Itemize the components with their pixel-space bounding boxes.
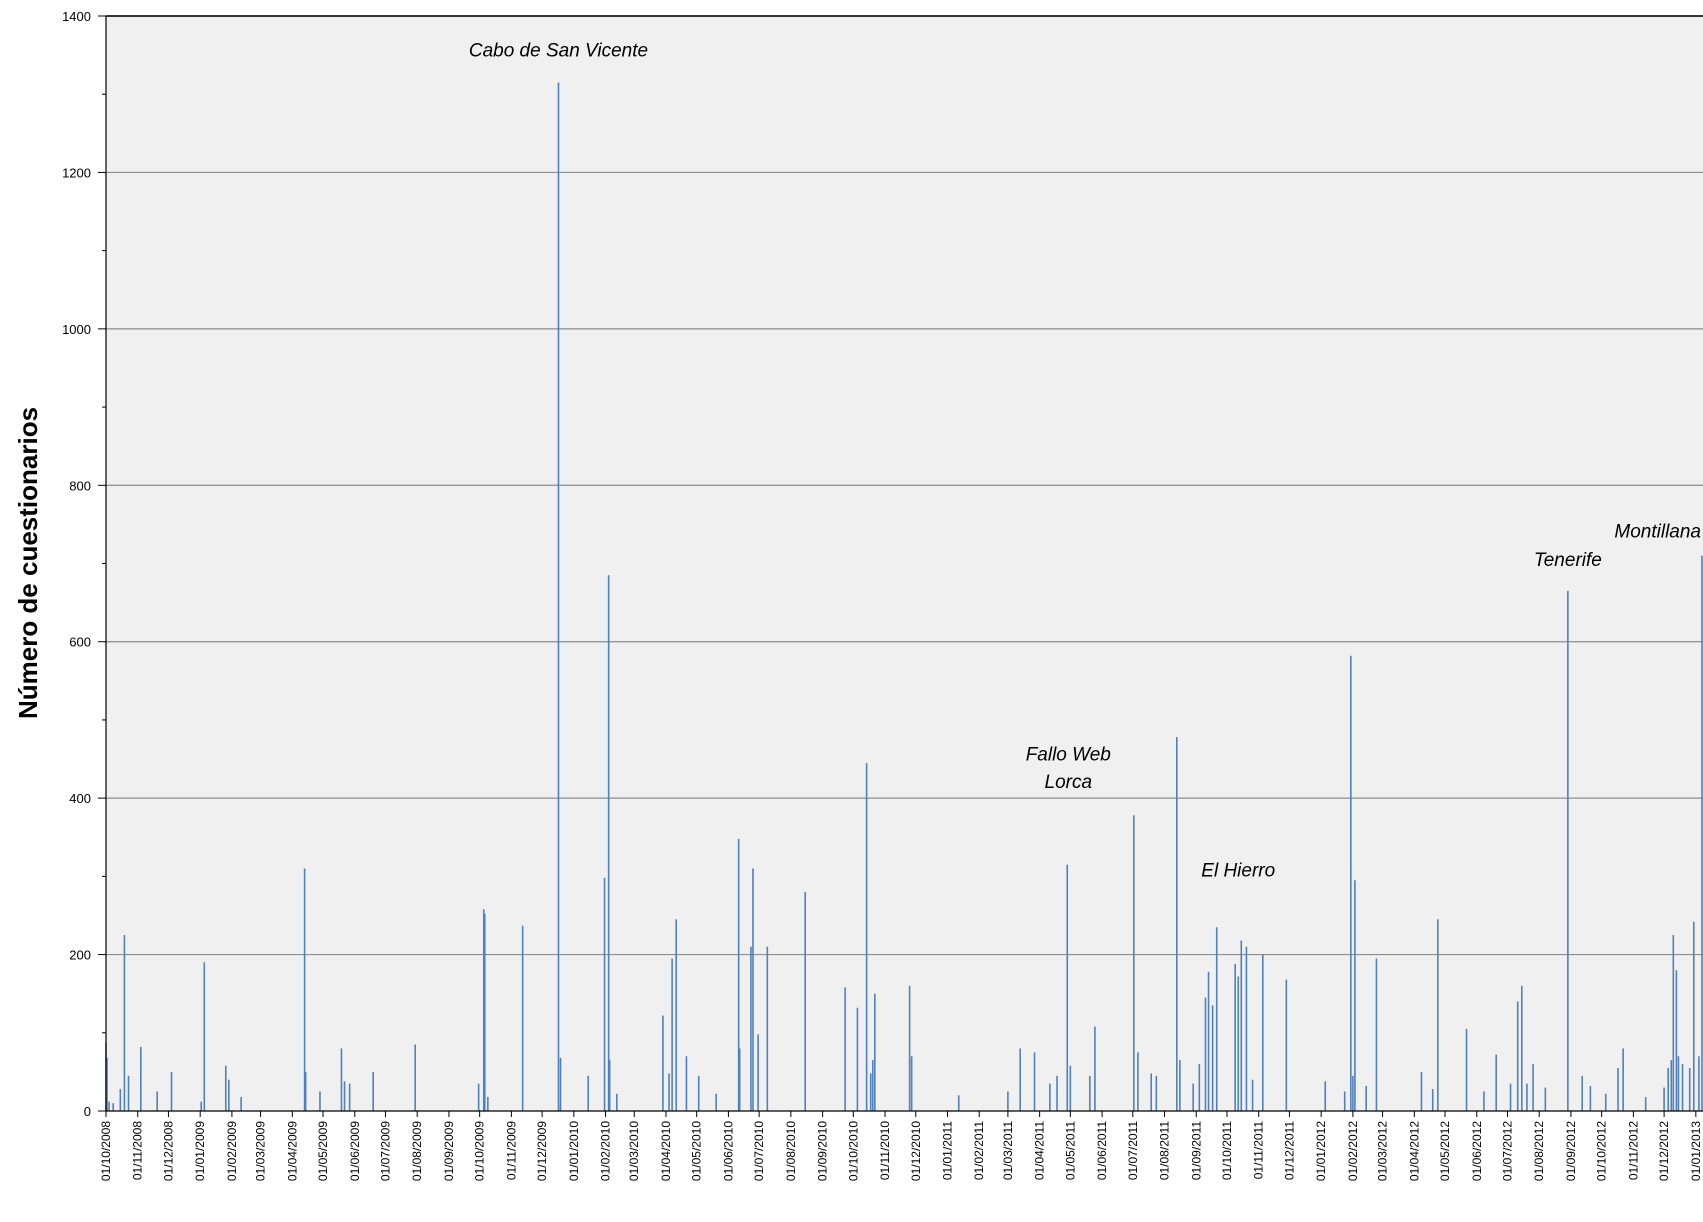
x-tick-label: 01/11/2008 bbox=[131, 1121, 145, 1180]
x-tick-label: 01/03/2012 bbox=[1376, 1121, 1390, 1181]
y-axis-ticks: 0 200 400 600 800 1000 1200 1400 bbox=[62, 9, 106, 1119]
x-tick-label: 01/02/2011 bbox=[972, 1121, 986, 1180]
x-tick-label: 01/01/2009 bbox=[193, 1121, 207, 1181]
x-tick-label: 01/11/2010 bbox=[878, 1121, 892, 1180]
x-tick-label: 01/07/2011 bbox=[1126, 1121, 1140, 1180]
x-tick-label: 01/07/2010 bbox=[752, 1121, 766, 1181]
x-tick-label: 01/01/2013 bbox=[1689, 1121, 1703, 1181]
x-axis-ticks: 01/10/2008 01/11/2008 01/12/2008 01/01/2009… bbox=[99, 1111, 1703, 1181]
annotations: Cabo de San Vicente Fallo Web Lorca El Hier… bbox=[469, 41, 1701, 882]
x-tick-label: 01/03/2009 bbox=[254, 1121, 268, 1181]
y-tick-label: 200 bbox=[69, 948, 91, 963]
x-tick-label: 01/05/2010 bbox=[690, 1121, 704, 1181]
x-tick-label: 01/06/2009 bbox=[348, 1121, 362, 1181]
x-tick-label: 01/06/2012 bbox=[1470, 1121, 1484, 1181]
y-tick-label: 1000 bbox=[62, 322, 91, 337]
x-tick-label: 01/05/2012 bbox=[1438, 1121, 1452, 1181]
plot-background bbox=[106, 16, 1703, 1111]
x-tick-label: 01/12/2009 bbox=[535, 1121, 549, 1181]
x-tick-label: 01/02/2012 bbox=[1346, 1121, 1360, 1181]
x-tick-label: 01/01/2010 bbox=[567, 1121, 581, 1181]
axes bbox=[105, 15, 1703, 1112]
x-tick-label: 01/08/2012 bbox=[1532, 1121, 1546, 1181]
x-tick-label: 01/01/2012 bbox=[1314, 1121, 1328, 1181]
annotation-label: Lorca bbox=[1045, 772, 1093, 793]
x-tick-label: 01/04/2010 bbox=[659, 1121, 673, 1181]
x-tick-label: 01/04/2012 bbox=[1407, 1121, 1421, 1181]
x-tick-label: 01/11/2009 bbox=[504, 1121, 518, 1180]
x-tick-label: 01/12/2012 bbox=[1657, 1121, 1671, 1181]
x-tick-label: 01/07/2012 bbox=[1500, 1121, 1514, 1181]
x-tick-label: 01/09/2009 bbox=[442, 1121, 456, 1181]
x-tick-label: 01/10/2008 bbox=[99, 1121, 113, 1181]
x-tick-label: 01/06/2010 bbox=[721, 1121, 735, 1181]
y-tick-label: 600 bbox=[69, 635, 91, 650]
x-tick-label: 01/10/2009 bbox=[473, 1121, 487, 1181]
x-tick-label: 01/03/2011 bbox=[1001, 1121, 1015, 1180]
x-tick-label: 01/09/2012 bbox=[1564, 1121, 1578, 1181]
x-tick-label: 01/02/2009 bbox=[225, 1121, 239, 1181]
y-tick-label: 1400 bbox=[62, 9, 91, 24]
x-tick-label: 01/01/2011 bbox=[940, 1121, 954, 1180]
annotation-label: Tenerife bbox=[1534, 550, 1602, 571]
x-tick-label: 01/02/2010 bbox=[599, 1121, 613, 1181]
y-tick-label: 0 bbox=[84, 1104, 91, 1119]
x-tick-label: 01/12/2008 bbox=[161, 1121, 175, 1181]
x-tick-label: 01/12/2010 bbox=[909, 1121, 923, 1181]
x-tick-label: 01/11/2012 bbox=[1626, 1121, 1640, 1180]
x-tick-label: 01/04/2009 bbox=[285, 1121, 299, 1181]
x-tick-label: 01/08/2010 bbox=[784, 1121, 798, 1181]
x-tick-label: 01/08/2009 bbox=[410, 1121, 424, 1181]
annotation-label: Cabo de San Vicente bbox=[469, 41, 648, 62]
x-tick-label: 01/09/2010 bbox=[816, 1121, 830, 1181]
annotation-label: El Hierro bbox=[1201, 860, 1275, 881]
x-tick-label: 01/12/2011 bbox=[1282, 1121, 1296, 1180]
x-tick-label: 01/05/2011 bbox=[1063, 1121, 1077, 1180]
annotation-label: Montillana bbox=[1614, 522, 1701, 543]
x-tick-label: 01/09/2011 bbox=[1189, 1121, 1203, 1180]
x-tick-label: 01/10/2010 bbox=[846, 1121, 860, 1181]
x-tick-label: 01/04/2011 bbox=[1033, 1121, 1047, 1180]
x-tick-label: 01/10/2012 bbox=[1595, 1121, 1609, 1181]
y-axis-label: Número de cuestionarios bbox=[13, 407, 43, 719]
x-tick-label: 01/10/2011 bbox=[1220, 1121, 1234, 1180]
x-tick-label: 01/07/2009 bbox=[378, 1121, 392, 1181]
y-tick-label: 800 bbox=[69, 478, 91, 493]
x-tick-label: 01/08/2011 bbox=[1158, 1121, 1172, 1180]
x-tick-label: 01/11/2011 bbox=[1252, 1121, 1266, 1180]
y-tick-label: 400 bbox=[69, 791, 91, 806]
y-tick-label: 1200 bbox=[62, 165, 91, 180]
x-tick-label: 01/05/2009 bbox=[316, 1121, 330, 1181]
x-tick-label: 01/06/2011 bbox=[1095, 1121, 1109, 1180]
x-tick-label: 01/03/2010 bbox=[627, 1121, 641, 1181]
annotation-label: Fallo Web bbox=[1026, 745, 1111, 766]
